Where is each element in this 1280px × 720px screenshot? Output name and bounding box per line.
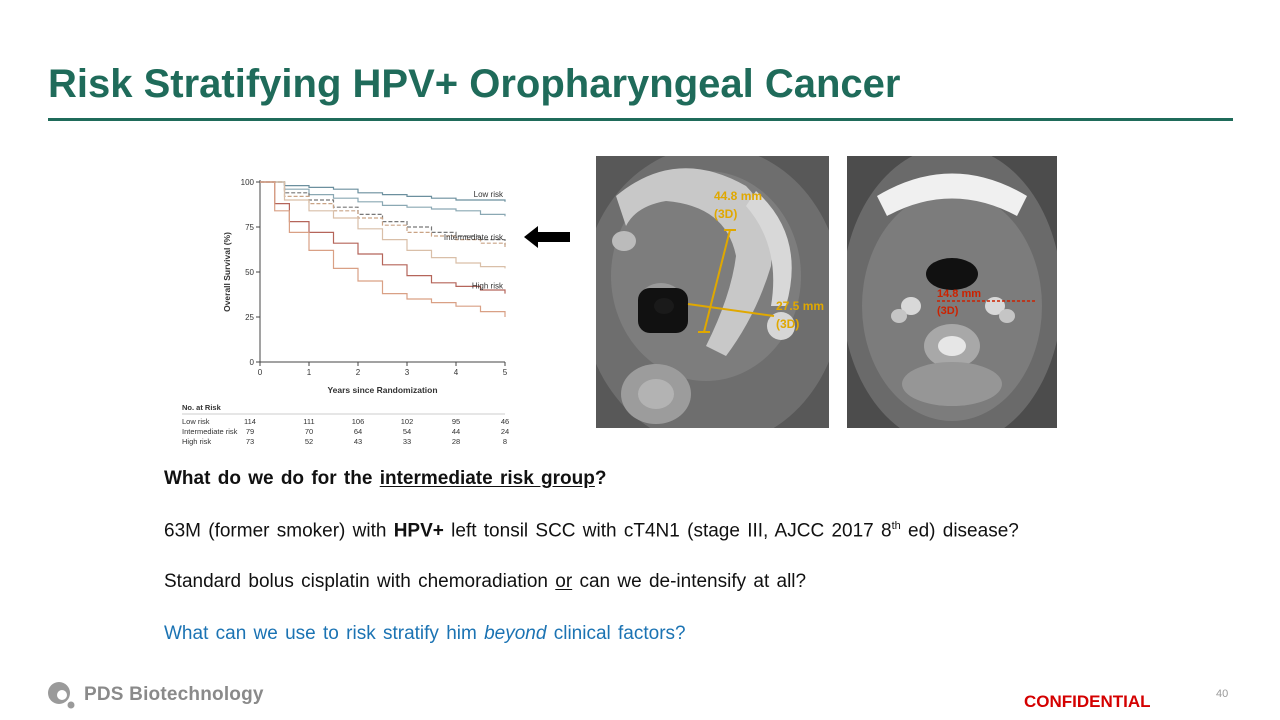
company-logo-text: PDS Biotechnology xyxy=(84,684,264,705)
case-text-d: ed) disease? xyxy=(900,520,1019,542)
survival-curve-4 xyxy=(260,181,506,269)
risk-table-title: No. at Risk xyxy=(182,403,222,412)
risk-table-row-label: High risk xyxy=(182,437,211,446)
ct-scan-right-image: 14.8 mm (3D) xyxy=(847,156,1057,428)
ct-scan-right: 14.8 mm (3D) xyxy=(847,156,1057,428)
risk-table-cell: 54 xyxy=(403,427,411,436)
risk-table-cell: 114 xyxy=(244,417,256,426)
scan-left-measure-2-sub: (3D) xyxy=(776,317,799,331)
treatment-text-a: Standard bolus cisplatin with chemoradia… xyxy=(164,571,556,592)
x-tick-label: 2 xyxy=(356,368,361,377)
slide-title: Risk Stratifying HPV+ Oropharyngeal Canc… xyxy=(48,62,901,106)
company-logo: PDS Biotechnology xyxy=(46,680,264,710)
treatment-question: Standard bolus cisplatin with chemoradia… xyxy=(164,571,806,593)
survival-curve-6 xyxy=(260,181,506,317)
scan-left-measure-1-sub: (3D) xyxy=(714,207,737,221)
risk-table-cell: 70 xyxy=(305,427,313,436)
stratify-question: What can we use to risk stratify him bey… xyxy=(164,623,686,645)
page-number: 40 xyxy=(1216,688,1229,700)
stratify-text-beyond: beyond xyxy=(484,623,547,644)
x-axis-title: Years since Randomization xyxy=(327,385,437,395)
company-logo-icon xyxy=(48,682,75,709)
treatment-text-c: can we de-intensify at all? xyxy=(572,571,807,592)
y-axis-title: Overall Survival (%) xyxy=(222,232,232,312)
survival-curve-3 xyxy=(260,181,506,249)
question-post: ? xyxy=(594,468,607,489)
ct-scan-left-image: 44.8 mm (3D) 27.5 mm (3D) xyxy=(596,156,829,428)
scan-left-measure-1: 44.8 mm xyxy=(714,189,762,203)
risk-table-cell: 43 xyxy=(354,437,362,446)
risk-table-row-label: Intermediate risk xyxy=(182,427,238,436)
ct-scan-left: 44.8 mm (3D) 27.5 mm (3D) xyxy=(596,156,829,428)
risk-table-cell: 46 xyxy=(501,417,509,426)
risk-table-cell: 95 xyxy=(452,417,460,426)
curve-label: High risk xyxy=(472,282,504,291)
survival-chart: 0 25 50 75 100 0 1 2 3 4 5 Years since Randomizatio… xyxy=(170,160,515,450)
survival-curve-1 xyxy=(260,181,506,217)
case-text-a: 63M (former smoker) with xyxy=(164,520,394,542)
risk-table-cell: 24 xyxy=(501,427,509,436)
x-tick-label: 5 xyxy=(503,368,508,377)
risk-table-cell: 73 xyxy=(246,437,254,446)
x-tick-label: 3 xyxy=(405,368,410,377)
risk-table-cell: 64 xyxy=(354,427,362,436)
stratify-text-a: What can we use to risk stratify him xyxy=(164,623,485,644)
risk-table-cell: 106 xyxy=(352,417,365,426)
question-line: What do we do for the intermediate risk … xyxy=(164,468,606,490)
x-tick-label: 4 xyxy=(454,368,459,377)
risk-table-cell: 102 xyxy=(401,417,414,426)
case-text-c: left tonsil SCC with cT4N1 (stage III, A… xyxy=(443,520,892,542)
x-tick-label: 0 xyxy=(258,368,263,377)
treatment-text-or: or xyxy=(555,571,573,592)
curve-label: Low risk xyxy=(474,190,504,199)
stratify-text-c: clinical factors? xyxy=(546,623,686,644)
question-pre: What do we do for the xyxy=(164,468,380,489)
y-tick-label: 0 xyxy=(250,358,255,367)
survival-chart-svg: 0 25 50 75 100 0 1 2 3 4 5 Years since Randomizatio… xyxy=(182,178,509,446)
scan-right-measure-1-sub: (3D) xyxy=(937,305,959,317)
curve-label: Intermediate risk xyxy=(444,233,504,242)
risk-table-cell: 111 xyxy=(303,417,314,426)
risk-table-cell: 33 xyxy=(403,437,411,446)
risk-table-cell: 8 xyxy=(503,437,507,446)
case-text-sup: th xyxy=(891,520,901,532)
risk-table-cell: 79 xyxy=(246,427,254,436)
case-text-hpv: HPV+ xyxy=(393,520,444,542)
risk-table-row-label: Low risk xyxy=(182,417,210,426)
survival-curve-0 xyxy=(260,181,506,202)
y-tick-label: 100 xyxy=(241,178,255,187)
y-tick-label: 25 xyxy=(245,313,254,322)
question-underlined: intermediate risk group xyxy=(379,468,595,489)
risk-table-cell: 28 xyxy=(452,437,460,446)
scan-left-measure-2: 27.5 mm xyxy=(776,299,824,313)
case-description: 63M (former smoker) with HPV+ left tonsi… xyxy=(164,520,1019,542)
title-divider xyxy=(48,118,1233,121)
y-tick-label: 75 xyxy=(245,223,254,232)
left-arrow-icon xyxy=(524,226,570,248)
y-tick-label: 50 xyxy=(245,268,254,277)
x-tick-label: 1 xyxy=(307,368,312,377)
confidential-label: CONFIDENTIAL xyxy=(1024,692,1151,711)
risk-table-cell: 52 xyxy=(305,437,313,446)
scan-right-measure-1: 14.8 mm xyxy=(937,288,981,300)
risk-table-cell: 44 xyxy=(452,427,460,436)
